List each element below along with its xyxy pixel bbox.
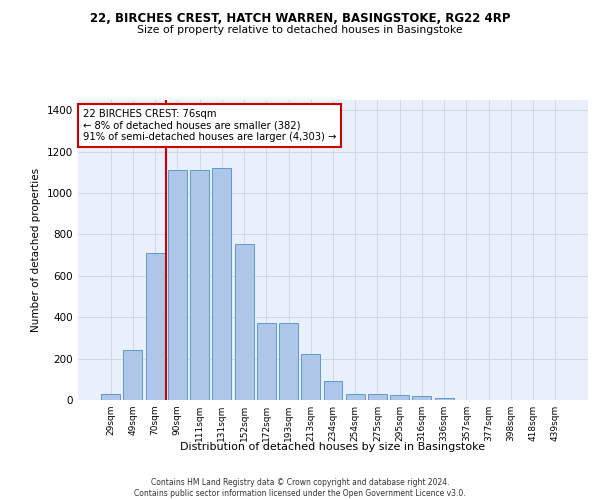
Text: Distribution of detached houses by size in Basingstoke: Distribution of detached houses by size … [181, 442, 485, 452]
Bar [168, 170, 187, 400]
Bar [323, 382, 343, 400]
Bar [301, 354, 320, 400]
Bar [124, 350, 142, 400]
Bar [212, 168, 231, 400]
Bar [346, 394, 365, 400]
Bar [412, 396, 431, 400]
Bar [368, 394, 387, 400]
Y-axis label: Number of detached properties: Number of detached properties [31, 168, 41, 332]
Bar [435, 398, 454, 400]
Bar [390, 395, 409, 400]
Bar [146, 253, 164, 400]
Bar [279, 324, 298, 400]
Text: Size of property relative to detached houses in Basingstoke: Size of property relative to detached ho… [137, 25, 463, 35]
Bar [235, 244, 254, 400]
Bar [101, 394, 120, 400]
Text: 22 BIRCHES CREST: 76sqm
← 8% of detached houses are smaller (382)
91% of semi-de: 22 BIRCHES CREST: 76sqm ← 8% of detached… [83, 109, 337, 142]
Bar [257, 324, 276, 400]
Bar [190, 170, 209, 400]
Text: 22, BIRCHES CREST, HATCH WARREN, BASINGSTOKE, RG22 4RP: 22, BIRCHES CREST, HATCH WARREN, BASINGS… [90, 12, 510, 26]
Text: Contains HM Land Registry data © Crown copyright and database right 2024.
Contai: Contains HM Land Registry data © Crown c… [134, 478, 466, 498]
